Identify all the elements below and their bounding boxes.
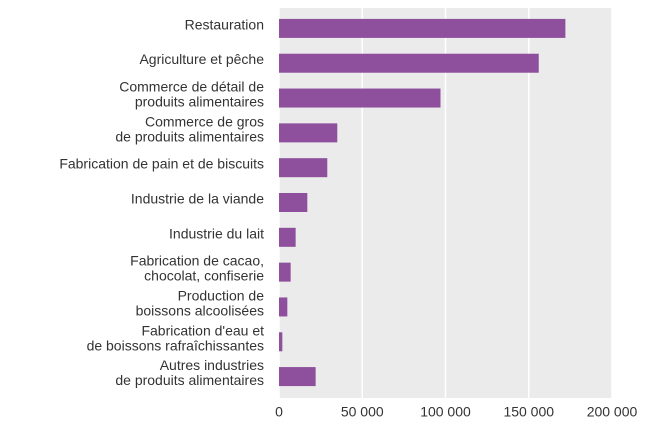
bar — [279, 193, 308, 212]
y-tick-label-line: Commerce de gros — [145, 113, 264, 129]
bar — [279, 262, 291, 282]
y-tick-label-line: Fabrication de pain et de biscuits — [59, 155, 264, 171]
y-tick-label-line: de produits alimentaires — [115, 128, 264, 144]
bar — [279, 158, 328, 178]
y-tick-label-line: Fabrication de cacao, — [130, 252, 264, 268]
bar — [279, 53, 539, 73]
x-tick-label: 100 000 — [420, 404, 471, 420]
bar — [279, 332, 283, 352]
x-tick-label: 150 000 — [503, 404, 554, 420]
y-tick-label-line: de produits alimentaires — [115, 372, 264, 388]
bar — [279, 88, 441, 108]
bar — [279, 227, 296, 247]
y-tick-label-line: Industrie de la viande — [131, 190, 264, 206]
x-tick-label: 50 000 — [341, 404, 384, 420]
y-tick-label: Commerce de gros de produits alimentaires — [115, 113, 264, 144]
y-tick-label-line: Agriculture et pêche — [139, 51, 264, 67]
bar — [279, 367, 316, 387]
y-tick-label: Production de boissons alcoolisées — [136, 287, 265, 318]
y-tick-label: Fabrication de pain et de biscuits — [59, 155, 264, 171]
y-tick-label: Industrie du lait — [169, 225, 264, 241]
bar — [279, 123, 338, 143]
y-tick-label: Autres industries de produits alimentaire… — [115, 357, 264, 388]
y-tick-label-line: Industrie du lait — [169, 225, 264, 241]
y-tick-label-line: Commerce de détail de — [119, 78, 264, 94]
y-tick-label-line: Autres industries — [160, 357, 264, 373]
y-tick-label: Fabrication de cacao, chocolat, confiseri… — [130, 252, 264, 283]
y-tick-label-line: chocolat, confiserie — [144, 267, 264, 283]
y-tick-label-line: Fabrication d'eau et — [141, 322, 264, 338]
y-tick-label-line: de boissons rafraîchissantes — [87, 337, 264, 353]
y-tick-label: Industrie de la viande — [131, 190, 264, 206]
y-tick-label: Agriculture et pêche — [139, 51, 264, 67]
x-tick-label: 0 — [275, 404, 283, 420]
y-tick-label-line: Restauration — [185, 16, 264, 32]
x-tick-label: 200 000 — [587, 404, 638, 420]
y-tick-label: Restauration — [185, 16, 264, 32]
bar — [279, 18, 566, 38]
y-tick-label-line: boissons alcoolisées — [136, 302, 264, 318]
y-tick-label-line: produits alimentaires — [135, 93, 264, 109]
y-tick-label-line: Production de — [178, 287, 265, 303]
y-tick-label: Fabrication d'eau et de boissons rafraîch… — [87, 322, 265, 353]
bar — [279, 297, 288, 317]
y-tick-label: Commerce de détail de produits alimentair… — [119, 78, 264, 109]
